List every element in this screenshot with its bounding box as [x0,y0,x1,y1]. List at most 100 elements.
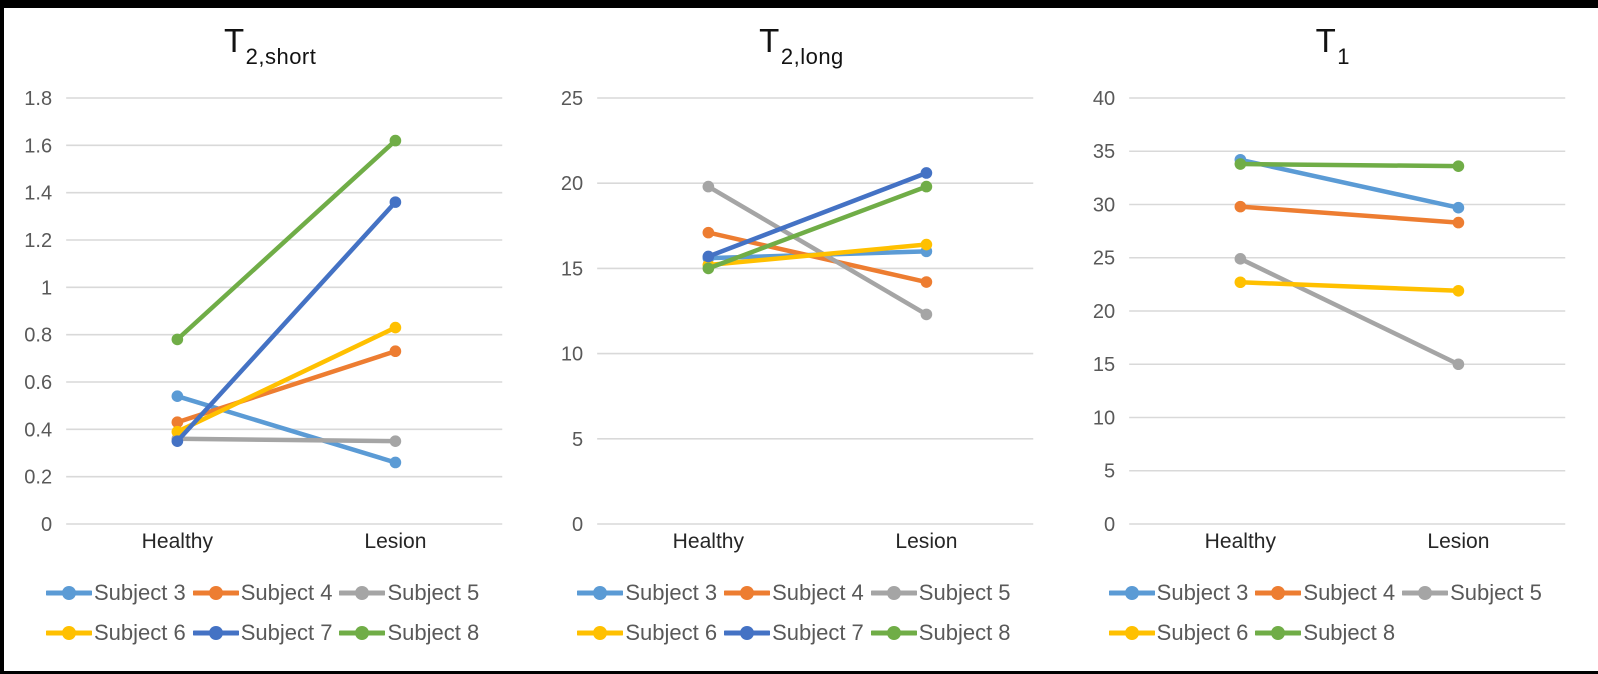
legend-line-marker-icon [577,626,624,640]
series-line-subject-6 [706,242,929,268]
y-tick-label: 40 [1092,88,1114,110]
y-tick-label: 0.6 [24,372,52,394]
y-tick-label: 1.4 [24,183,52,205]
y-tick-label: 20 [561,173,583,195]
chart-title-subscript: 2,short [245,43,317,69]
legend-line-marker-icon [870,586,917,600]
data-point-subject-6-lesion [1452,284,1464,297]
data-point-subject-7-healthy [171,435,184,447]
series-line-subject-3 [1237,157,1461,210]
legend-line-marker-icon [870,626,917,640]
y-tick-label: 35 [1092,141,1114,163]
legend-line-marker-icon [724,626,771,640]
plot-area: 0 0.2 0.4 0.6 0.8 1 1.2 1.4 1.6 1.8 Healthy Lesion [24,88,503,553]
legend-label: Subject 3 [625,580,718,605]
data-point-subject-6-lesion [920,238,933,251]
legend-marker-dot [62,586,76,600]
legend-marker-dot [1418,586,1433,600]
data-point-subject-4-healthy [171,416,184,429]
legend-marker-dot [1124,626,1139,640]
chart-title-subscript: 2,long [780,43,844,69]
legend-marker-dot [1271,586,1286,600]
data-point-subject-4-lesion [920,276,933,288]
chart-title: T1 [1067,22,1598,84]
legend-line-marker-icon [724,586,771,600]
y-tick-label: 5 [1104,461,1115,483]
legend-row: Subject 6 Subject 7 Subject 8 [46,620,535,646]
chart-title: T2,long [535,22,1066,84]
legend-line-marker-icon [1108,626,1155,640]
data-point-subject-8-healthy [171,333,184,346]
legend-label: Subject 6 [94,620,186,645]
y-tick-label: 20 [1092,301,1114,323]
legend-marker-dot [886,586,901,600]
x-category-label: Lesion [364,530,426,553]
legend-row: Subject 3 Subject 4 Subject 5 [1108,580,1598,606]
x-category-label: Healthy [673,530,745,553]
legend-item-subject-8: Subject 8 [870,620,1011,646]
legend-row: Subject 3 Subject 4 Subject 5 [577,580,1066,606]
legend-line-marker-icon [192,586,239,600]
legend-item-subject-5: Subject 5 [339,580,479,606]
data-point-subject-4-lesion [389,345,402,358]
data-point-subject-8-lesion [389,134,402,147]
data-point-subject-7-healthy [702,250,715,263]
legend-label: Subject 8 [387,620,480,645]
legend-item-subject-8: Subject 8 [1255,620,1395,646]
y-tick-label: 0 [572,514,583,536]
data-point-subject-4-healthy [1234,200,1246,213]
data-point-subject-4-lesion [1452,216,1464,229]
y-tick-label: 1.6 [24,135,52,157]
legend-line-marker-icon [577,586,624,600]
legend-item-subject-6: Subject 6 [1108,620,1249,646]
y-tick-label: 1.2 [24,230,52,252]
legend-item-subject-8: Subject 8 [339,620,479,646]
y-tick-label: 10 [561,344,583,366]
legend-marker-dot [62,626,76,640]
chart-legend: Subject 3 Subject 4 Subject 5 Subject 6 Subj… [535,580,1066,660]
data-point-subject-4-healthy [702,226,715,239]
y-tick-label: 25 [561,88,583,110]
legend-label: Subject 6 [625,620,718,645]
legend-line-marker-icon [46,586,92,600]
legend-marker-dot [1124,586,1139,600]
series-line-subject-6 [1237,279,1461,294]
y-tick-label: 25 [1092,248,1114,270]
legend-marker-dot [740,586,755,600]
chart-legend: Subject 3 Subject 4 Subject 5 Subject 6 Subj… [1067,580,1598,660]
series-line-subject-8 [1237,161,1461,169]
legend-item-subject-3: Subject 3 [577,580,717,606]
legend-marker-dot [740,626,755,640]
chart-title-main: T [223,22,245,59]
legend-item-subject-4: Subject 4 [192,580,332,606]
series-line-subject-6 [175,325,398,434]
series-line-subject-4 [175,348,398,425]
legend-line-marker-icon [1402,586,1449,600]
legend-marker-dot [593,626,608,640]
data-point-subject-5-lesion [920,308,933,321]
chart-t1: T1 0 5 10 15 20 25 30 35 40 Healthy Lesion Subject… [1067,8,1598,671]
y-tick-label: 15 [561,258,583,280]
series-line-subject-8 [706,184,929,271]
legend-label: Subject 8 [918,620,1011,645]
legend-label: Subject 6 [1156,620,1249,645]
legend-item-subject-3: Subject 3 [1108,580,1249,606]
plot-area: 0 5 10 15 20 25 Healthy Lesion [561,88,1034,553]
chart-title-subscript: 1 [1337,43,1351,69]
data-point-subject-5-lesion [1452,358,1464,371]
y-tick-label: 0.8 [24,325,52,347]
legend-marker-dot [355,626,370,640]
legend-label: Subject 3 [1156,580,1249,605]
data-point-subject-8-healthy [702,262,715,275]
plot-area: 0 5 10 15 20 25 30 35 40 Healthy Lesion [1092,88,1565,553]
legend-item-subject-4: Subject 4 [1255,580,1395,606]
x-category-label: Lesion [896,530,958,553]
y-tick-label: 0.2 [24,467,52,489]
legend-item-subject-6: Subject 6 [577,620,717,646]
legend-row: Subject 6 Subject 8 [1108,620,1598,646]
legend-label: Subject 4 [1303,580,1396,605]
legend-label: Subject 5 [387,580,480,605]
chart-t2-long: T2,long 0 5 10 15 20 25 Healthy Lesion Subject … [535,8,1066,671]
series-line-subject-5 [175,436,398,444]
legend-label: Subject 5 [918,580,1011,605]
